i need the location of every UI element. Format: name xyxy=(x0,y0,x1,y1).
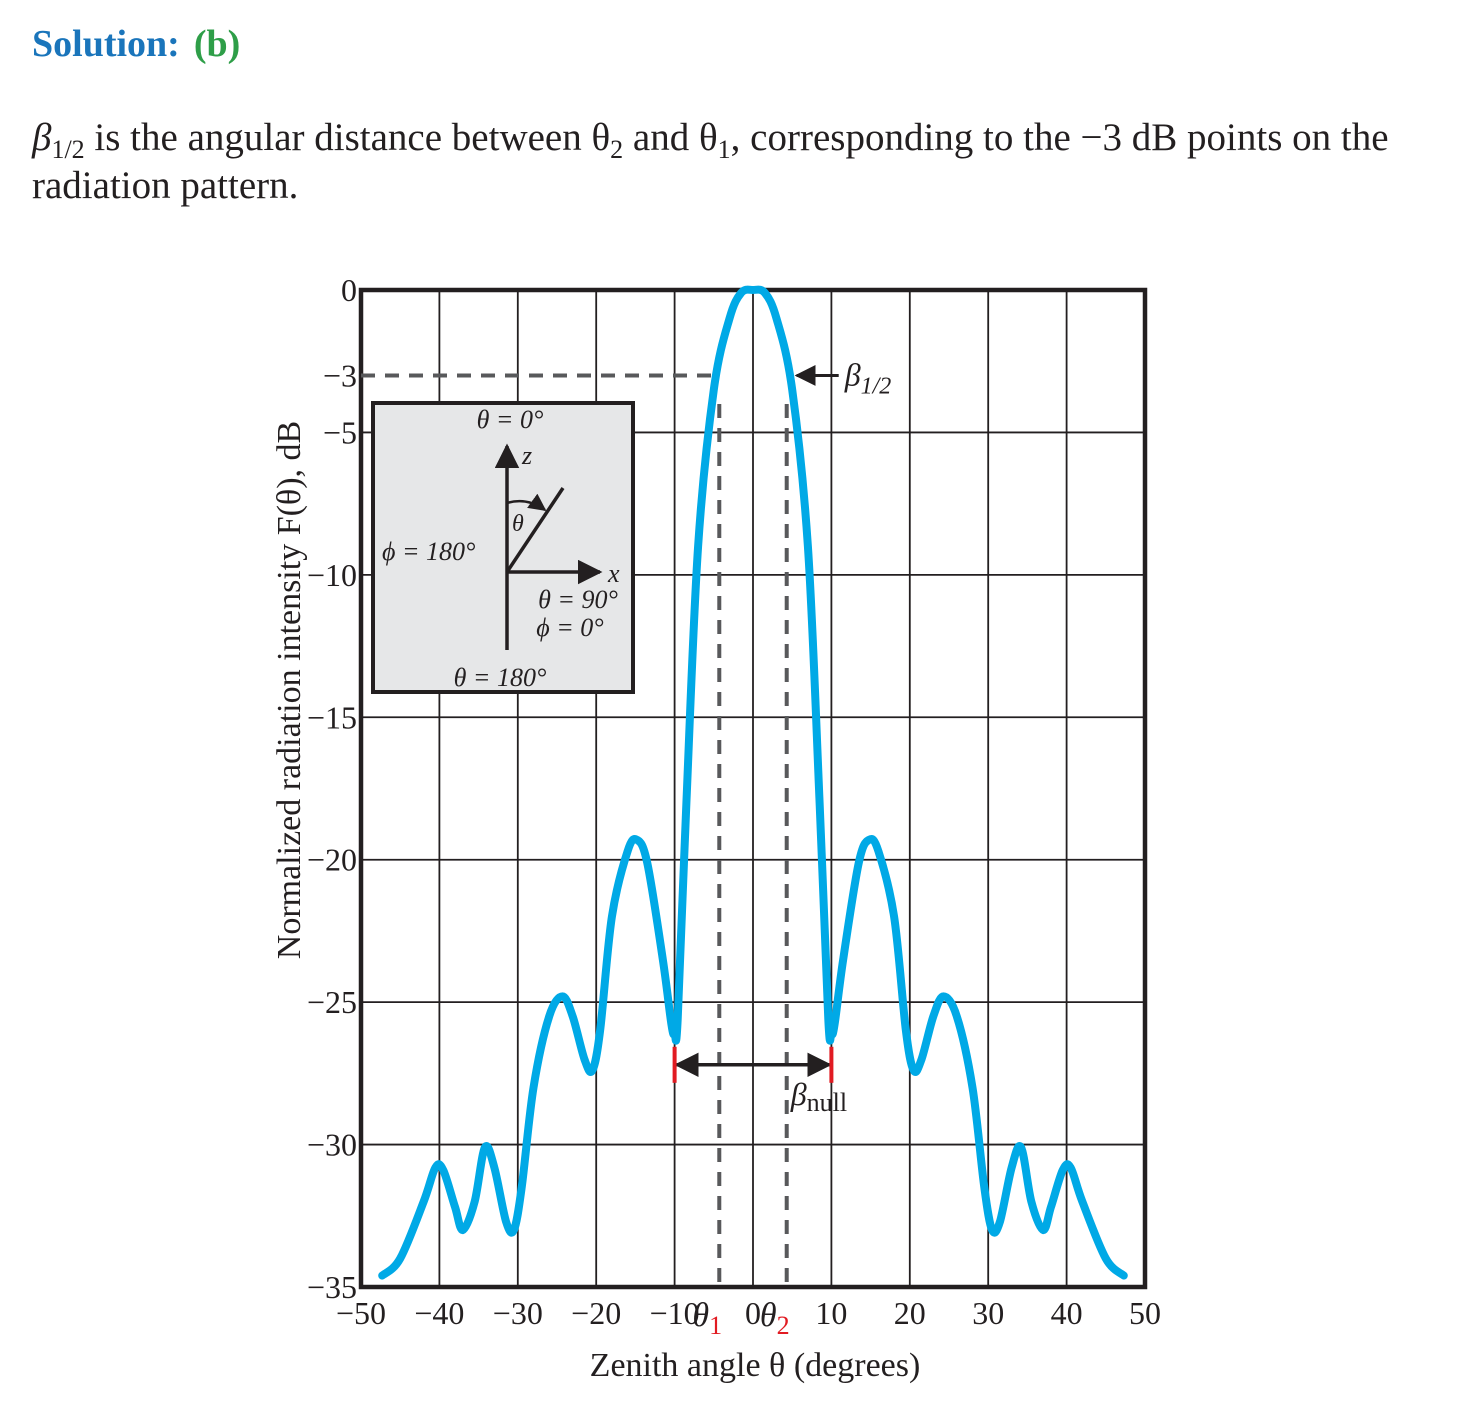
x-tick-label: 20 xyxy=(894,1295,926,1331)
y-tick-label: −3 xyxy=(323,357,357,393)
inset-theta0-label: θ = 0° xyxy=(477,405,544,434)
x-axis-label: x xyxy=(607,559,620,588)
tick-labels: −50 −40 −30 −20 −10 0 10 20 30 40 50 0 −3 −5 −10 −15 −20… xyxy=(307,272,1161,1331)
y-tick-label: −35 xyxy=(307,1269,357,1305)
series-layer xyxy=(378,285,1128,1280)
inset-theta-label: θ xyxy=(512,511,524,537)
paragraph-text-3: , corresponding to the −3 dB points on t… xyxy=(32,116,1389,207)
theta-arc-arrow xyxy=(506,493,547,512)
y-tick-label: −5 xyxy=(323,414,357,450)
inset-theta90-label: θ = 90° xyxy=(538,585,618,614)
y-axis-title: Normalized radiation intensity F(θ), dB xyxy=(271,421,308,959)
y-tick-label: −30 xyxy=(307,1127,357,1163)
x-tick-label: 10 xyxy=(815,1295,847,1331)
z-axis-label: z xyxy=(521,441,532,470)
y-tick-label: −25 xyxy=(307,984,357,1020)
y-tick-label: −20 xyxy=(307,842,357,878)
solution-label: Solution: xyxy=(32,23,180,65)
beta-half-subscript: 1/2 xyxy=(861,373,892,399)
theta1-axis-label-subscript: 1 xyxy=(709,1311,722,1340)
theta2-symbol: θ xyxy=(591,116,611,159)
theta1-symbol: θ xyxy=(698,116,718,159)
x-tick-label: −30 xyxy=(493,1295,543,1331)
paragraph-text-1: is the angular distance between xyxy=(84,116,592,159)
radiation-pattern-line xyxy=(378,285,1128,1280)
theta1-subscript: 1 xyxy=(717,135,731,164)
beta-half-label: β1/2 xyxy=(844,356,892,399)
x-tick-label: 30 xyxy=(972,1295,1004,1331)
inset-theta180-label: θ = 180° xyxy=(454,663,547,692)
x-tick-label: 0 xyxy=(745,1295,761,1331)
x-tick-label: −10 xyxy=(650,1295,700,1331)
inset-phi0-label: ϕ = 0° xyxy=(536,613,603,642)
x-tick-label: −20 xyxy=(571,1295,621,1331)
solution-paragraph: β1/2 is the angular distance between θ2 … xyxy=(32,114,1452,210)
theta2-axis-label: θ2 xyxy=(760,1297,790,1340)
y-tick-label: 0 xyxy=(341,272,357,308)
solution-answer: (b) xyxy=(193,23,241,65)
paragraph-text-2: and xyxy=(623,116,699,159)
x-tick-label: −50 xyxy=(336,1295,386,1331)
x-tick-label: −40 xyxy=(414,1295,464,1331)
y-tick-label: −15 xyxy=(307,699,357,735)
beta-null-label: βnull xyxy=(790,1076,847,1117)
x-tick-label: 50 xyxy=(1129,1295,1161,1331)
solution-heading: Solution: (b) xyxy=(32,22,240,66)
x-tick-label: 40 xyxy=(1051,1295,1083,1331)
direction-vector xyxy=(505,487,565,573)
beta-subscript: 1/2 xyxy=(51,135,85,164)
theta2-axis-label-subscript: 2 xyxy=(777,1311,790,1340)
beta-symbol: β xyxy=(32,116,52,159)
theta1-axis-label: θ1 xyxy=(692,1297,722,1340)
x-axis-title: Zenith angle θ (degrees) xyxy=(590,1347,921,1384)
beta-null-subscript: null xyxy=(807,1088,847,1117)
inset-phi180-label: ϕ = 180° xyxy=(382,537,475,566)
coordinate-inset: θ = 0° z x θ ϕ = 180° θ = 90° ϕ = 0° θ =… xyxy=(371,401,635,694)
y-tick-label: −10 xyxy=(307,557,357,593)
theta2-subscript: 2 xyxy=(610,135,624,164)
